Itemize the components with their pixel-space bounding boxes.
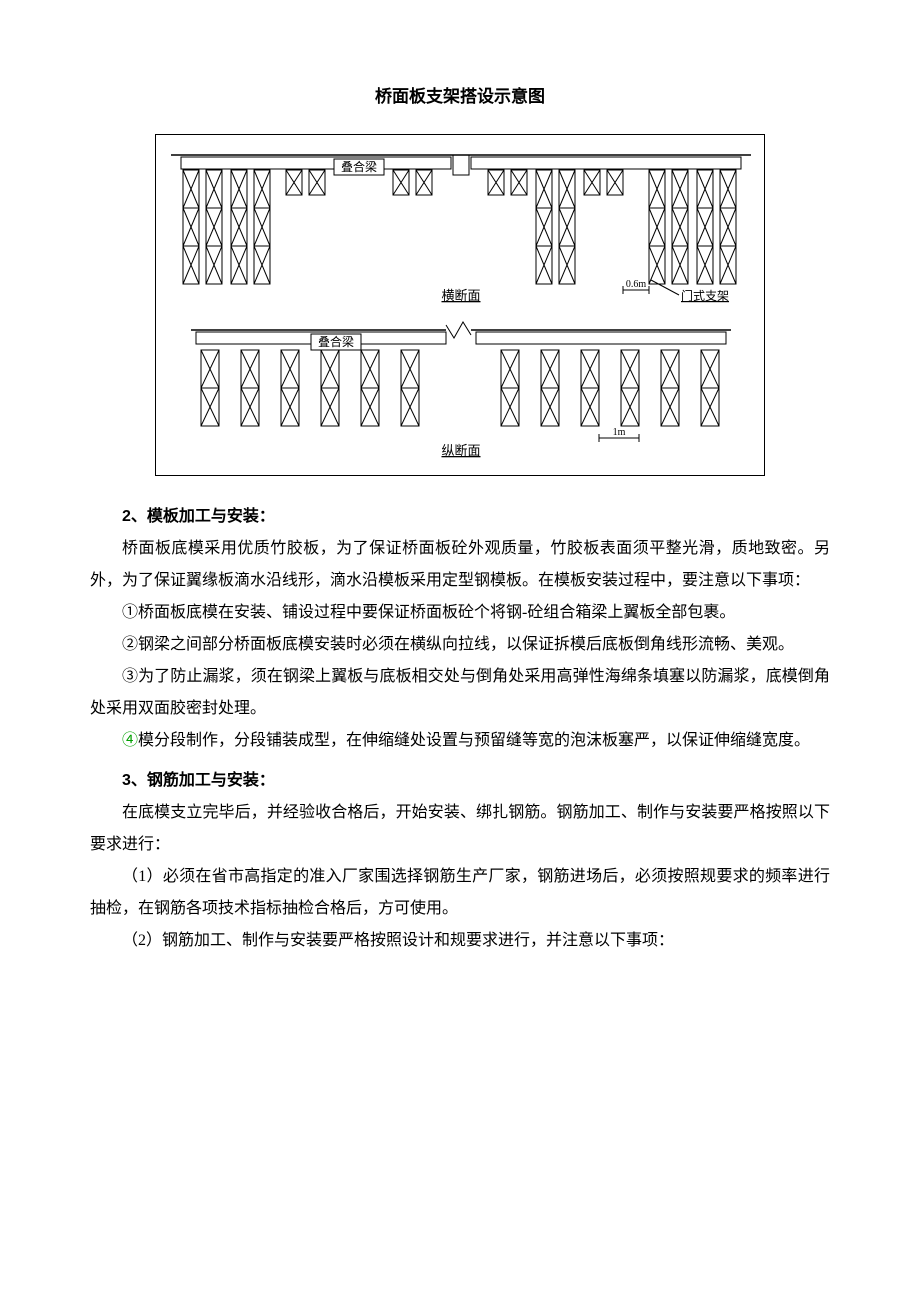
dim-top-label: 0.6m [626,279,647,290]
beam-label-top: 叠合梁 [341,159,377,174]
s2-p0: 桥面板底模采用优质竹胶板，为了保证桥面板砼外观质量，竹胶板表面须平整光滑，质地致… [90,533,830,597]
gate-label: 门式支架 [681,288,729,303]
diagram-frame: 叠合梁 [155,134,765,476]
s3-p2: （2）钢筋加工、制作与安装要严格按照设计和规要求进行，并注意以下事项： [90,925,830,957]
s2-p4-text: 模分段制作，分段铺装成型，在伸缩缝处设置与预留缝等宽的泡沫板塞严，以保证伸缩缝宽… [138,732,810,749]
cross-section-label: 横断面 [441,288,480,303]
s2-p2: ②钢梁之间部分桥面板底模安装时必须在横纵向拉线，以保证拆模后底板倒角线形流畅、美… [90,629,830,661]
diagram-title: 桥面板支架搭设示意图 [90,80,830,114]
s3-p0: 在底模支立完毕后，并经验收合格后，开始安装、绑扎钢筋。钢筋加工、制作与安装要严格… [90,797,830,861]
s2-p3: ③为了防止漏浆，须在钢梁上翼板与底板相交处与倒角处采用高弹性海绵条填塞以防漏浆，… [90,661,830,725]
section-3-heading: 3、钢筋加工与安装： [90,765,830,797]
beam-label-bot: 叠合梁 [318,334,354,349]
long-section-diagram: 叠合梁 [171,320,749,470]
s2-p1: ①桥面板底模在安装、铺设过程中要保证桥面板砼个将钢-砼组合箱梁上翼板全部包裹。 [90,597,830,629]
s3-p1: （1）必须在省市高指定的准入厂家围选择钢筋生产厂家，钢筋进场后，必须按照规要求的… [90,861,830,925]
s2-p4-num: ④ [122,732,138,749]
section-2-heading: 2、模板加工与安装： [90,501,830,533]
dim-bot-label: 1m [613,427,626,438]
cross-section-diagram: 叠合梁 [171,145,749,305]
s2-p4: ④模分段制作，分段铺装成型，在伸缩缝处设置与预留缝等宽的泡沫板塞严，以保证伸缩缝… [90,725,830,757]
long-section-label: 纵断面 [441,443,480,458]
